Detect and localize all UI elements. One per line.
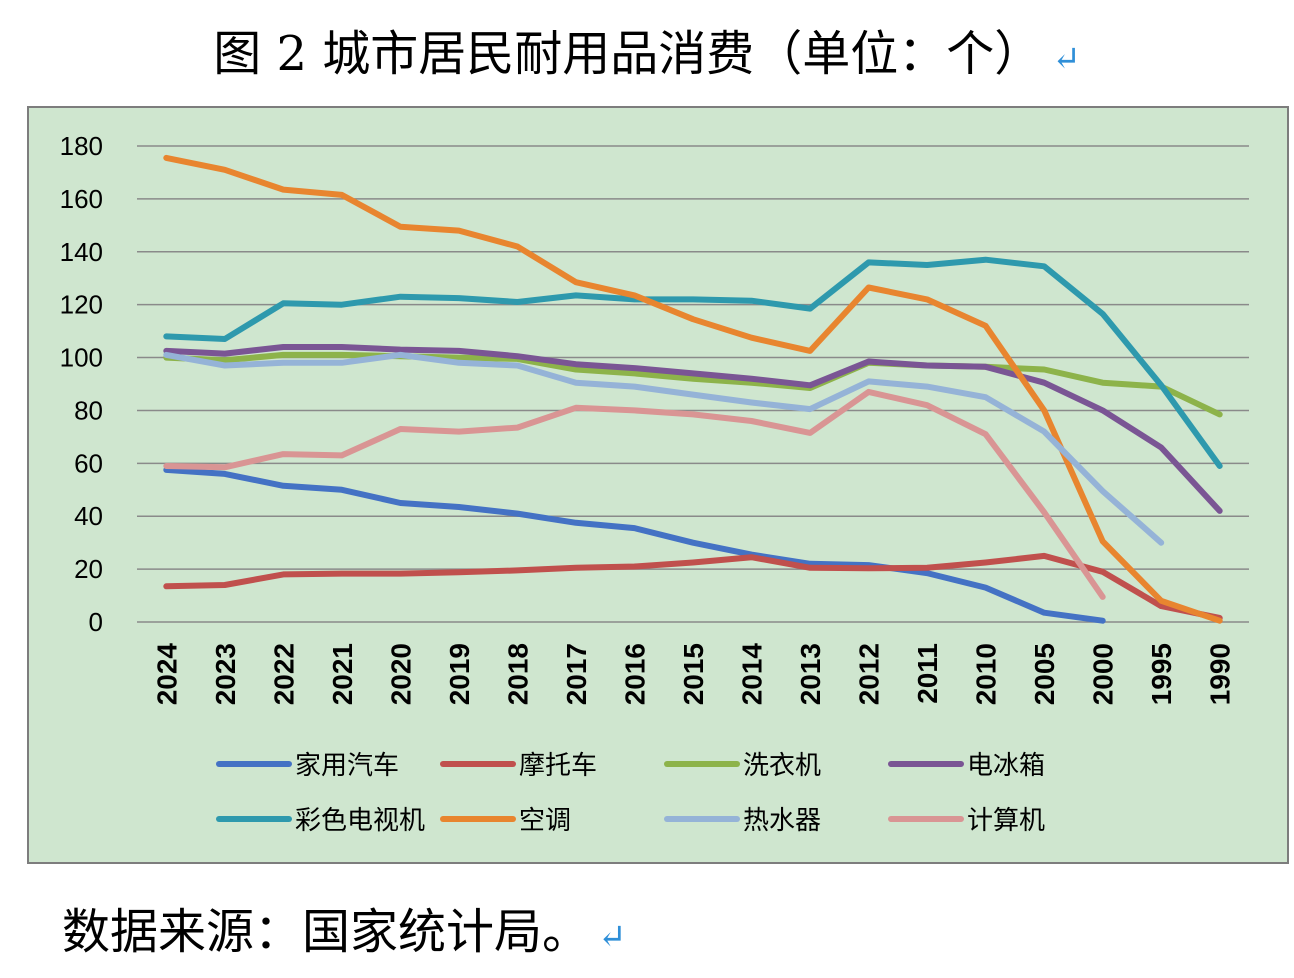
return-mark-icon: ↵ [1052, 39, 1081, 79]
x-tick-label: 2015 [678, 643, 709, 705]
x-tick-label: 2022 [268, 643, 299, 705]
legend-label: 彩色电视机 [295, 806, 425, 836]
x-tick-label: 2017 [561, 643, 592, 705]
series-line [163, 351, 1165, 546]
legend-label: 电冰箱 [967, 751, 1045, 781]
y-tick-label: 80 [74, 395, 103, 425]
y-tick-label: 160 [60, 184, 103, 214]
y-tick-label: 40 [74, 501, 103, 531]
y-tick-label: 140 [60, 237, 103, 267]
y-tick-label: 20 [74, 554, 103, 584]
data-source-note: 数据来源：国家统计局。 ↵ [62, 892, 627, 962]
x-tick-label: 2016 [619, 643, 650, 705]
x-tick-label: 2024 [151, 643, 182, 706]
legend-label: 洗衣机 [743, 751, 821, 781]
y-tick-label: 0 [89, 607, 103, 637]
series-line [163, 154, 1223, 624]
series-line [163, 351, 1223, 418]
legend-label: 家用汽车 [295, 751, 399, 781]
data-source-text: 数据来源：国家统计局。 [62, 904, 591, 960]
x-tick-label: 2011 [912, 643, 943, 704]
series-line [163, 466, 1106, 624]
x-tick-label: 2005 [1029, 643, 1060, 705]
series-line [163, 552, 1223, 621]
chart-title: 图 2 城市居民耐用品消费（单位：个） ↵ [0, 14, 1294, 84]
x-tick-label: 2013 [795, 643, 826, 705]
x-tick-label: 2012 [854, 643, 885, 705]
x-tick-label: 2014 [737, 643, 768, 706]
x-tick-label: 2021 [327, 643, 358, 705]
x-tick-label: 1995 [1146, 643, 1177, 705]
x-tick-label: 1990 [1205, 643, 1236, 705]
y-tick-label: 120 [60, 290, 103, 320]
legend-label: 热水器 [743, 806, 821, 836]
x-tick-label: 2023 [210, 643, 241, 705]
series-line [163, 344, 1223, 514]
x-tick-label: 2010 [971, 643, 1002, 705]
legend-label: 计算机 [967, 806, 1045, 836]
x-tick-label: 2019 [444, 643, 475, 705]
series-line [163, 388, 1106, 600]
y-tick-label: 100 [60, 343, 103, 373]
chart-title-text: 图 2 城市居民耐用品消费（单位：个） [213, 26, 1043, 82]
y-tick-label: 180 [60, 131, 103, 161]
legend-label: 摩托车 [519, 751, 597, 781]
x-tick-label: 2018 [502, 643, 533, 705]
y-tick-label: 60 [74, 448, 103, 478]
series-line [163, 256, 1223, 469]
x-tick-label: 2000 [1088, 643, 1119, 705]
legend-label: 空调 [519, 806, 571, 836]
x-tick-label: 2020 [385, 643, 416, 705]
return-mark-icon: ↵ [598, 917, 627, 957]
